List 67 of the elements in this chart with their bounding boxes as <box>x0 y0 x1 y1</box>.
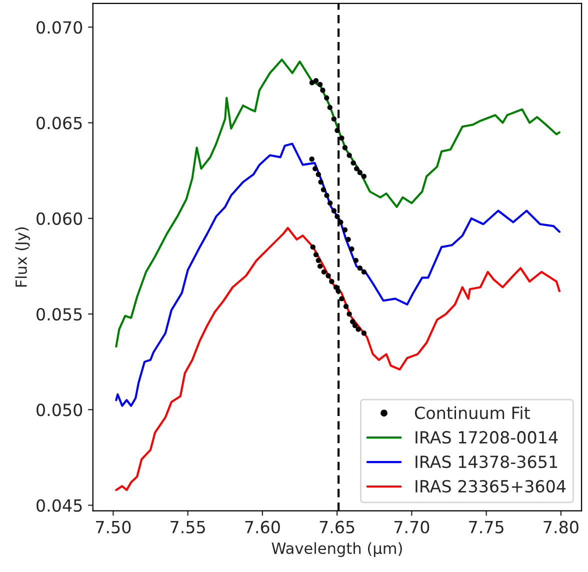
point <box>353 258 358 264</box>
point <box>339 296 344 302</box>
x-tick-label: 7.55 <box>170 521 205 534</box>
point <box>354 166 360 172</box>
point <box>350 319 356 324</box>
point <box>334 128 340 134</box>
y-tick-label: 0.045 <box>36 499 82 512</box>
point <box>309 156 314 162</box>
legend-label: Continuum Fit <box>414 406 530 420</box>
y-axis-title: Flux (Jy) <box>15 227 30 287</box>
point <box>316 172 322 177</box>
point <box>339 135 344 141</box>
point <box>346 311 352 317</box>
point <box>333 284 339 290</box>
point <box>312 166 318 172</box>
y-tick-label: 0.050 <box>36 404 82 416</box>
point <box>313 78 319 84</box>
line-series <box>115 142 560 407</box>
point <box>334 214 340 220</box>
legend-label: IRAS 23365+3604 <box>416 480 566 493</box>
point <box>324 192 330 198</box>
x-tick-label: 7.60 <box>245 520 280 534</box>
point <box>336 288 341 294</box>
x-tick-label: 7.65 <box>320 520 354 534</box>
point <box>309 80 315 86</box>
point <box>320 187 326 192</box>
point <box>326 273 331 278</box>
point <box>320 88 326 93</box>
point <box>361 174 367 179</box>
point <box>331 116 337 122</box>
point <box>356 326 361 332</box>
point <box>361 330 367 336</box>
x-tick-label: 7.70 <box>394 520 430 534</box>
point <box>342 145 348 150</box>
legend-label: IRAS 17208-0014 <box>416 431 558 444</box>
point <box>313 252 319 258</box>
y-tick-label: 0.065 <box>36 116 82 130</box>
point <box>346 236 351 242</box>
x-axis-title: Wavelength (μm) <box>272 542 402 557</box>
point <box>346 152 352 158</box>
line-series <box>115 58 560 348</box>
x-tick-label: 7.75 <box>469 521 504 534</box>
x-tick-label: 7.50 <box>96 520 131 534</box>
point <box>342 227 348 232</box>
point <box>318 179 324 185</box>
point <box>316 258 322 264</box>
point <box>321 269 327 275</box>
point <box>343 304 349 309</box>
y-tick-label: 0.070 <box>36 21 82 34</box>
point <box>327 104 333 110</box>
point <box>317 264 323 269</box>
point <box>361 269 367 275</box>
point <box>350 160 356 166</box>
point <box>327 200 333 206</box>
point <box>324 95 330 101</box>
y-tick-label: 0.055 <box>36 308 82 321</box>
point <box>329 278 334 284</box>
point <box>310 244 316 250</box>
y-tick-label: 0.060 <box>36 212 82 225</box>
point <box>331 208 337 214</box>
legend-label: IRAS 14378-3651 <box>416 455 558 468</box>
point <box>352 322 358 328</box>
point <box>349 246 354 252</box>
x-tick-label: 7.80 <box>544 520 578 534</box>
point <box>317 82 323 88</box>
point <box>357 170 362 176</box>
point <box>357 266 362 271</box>
